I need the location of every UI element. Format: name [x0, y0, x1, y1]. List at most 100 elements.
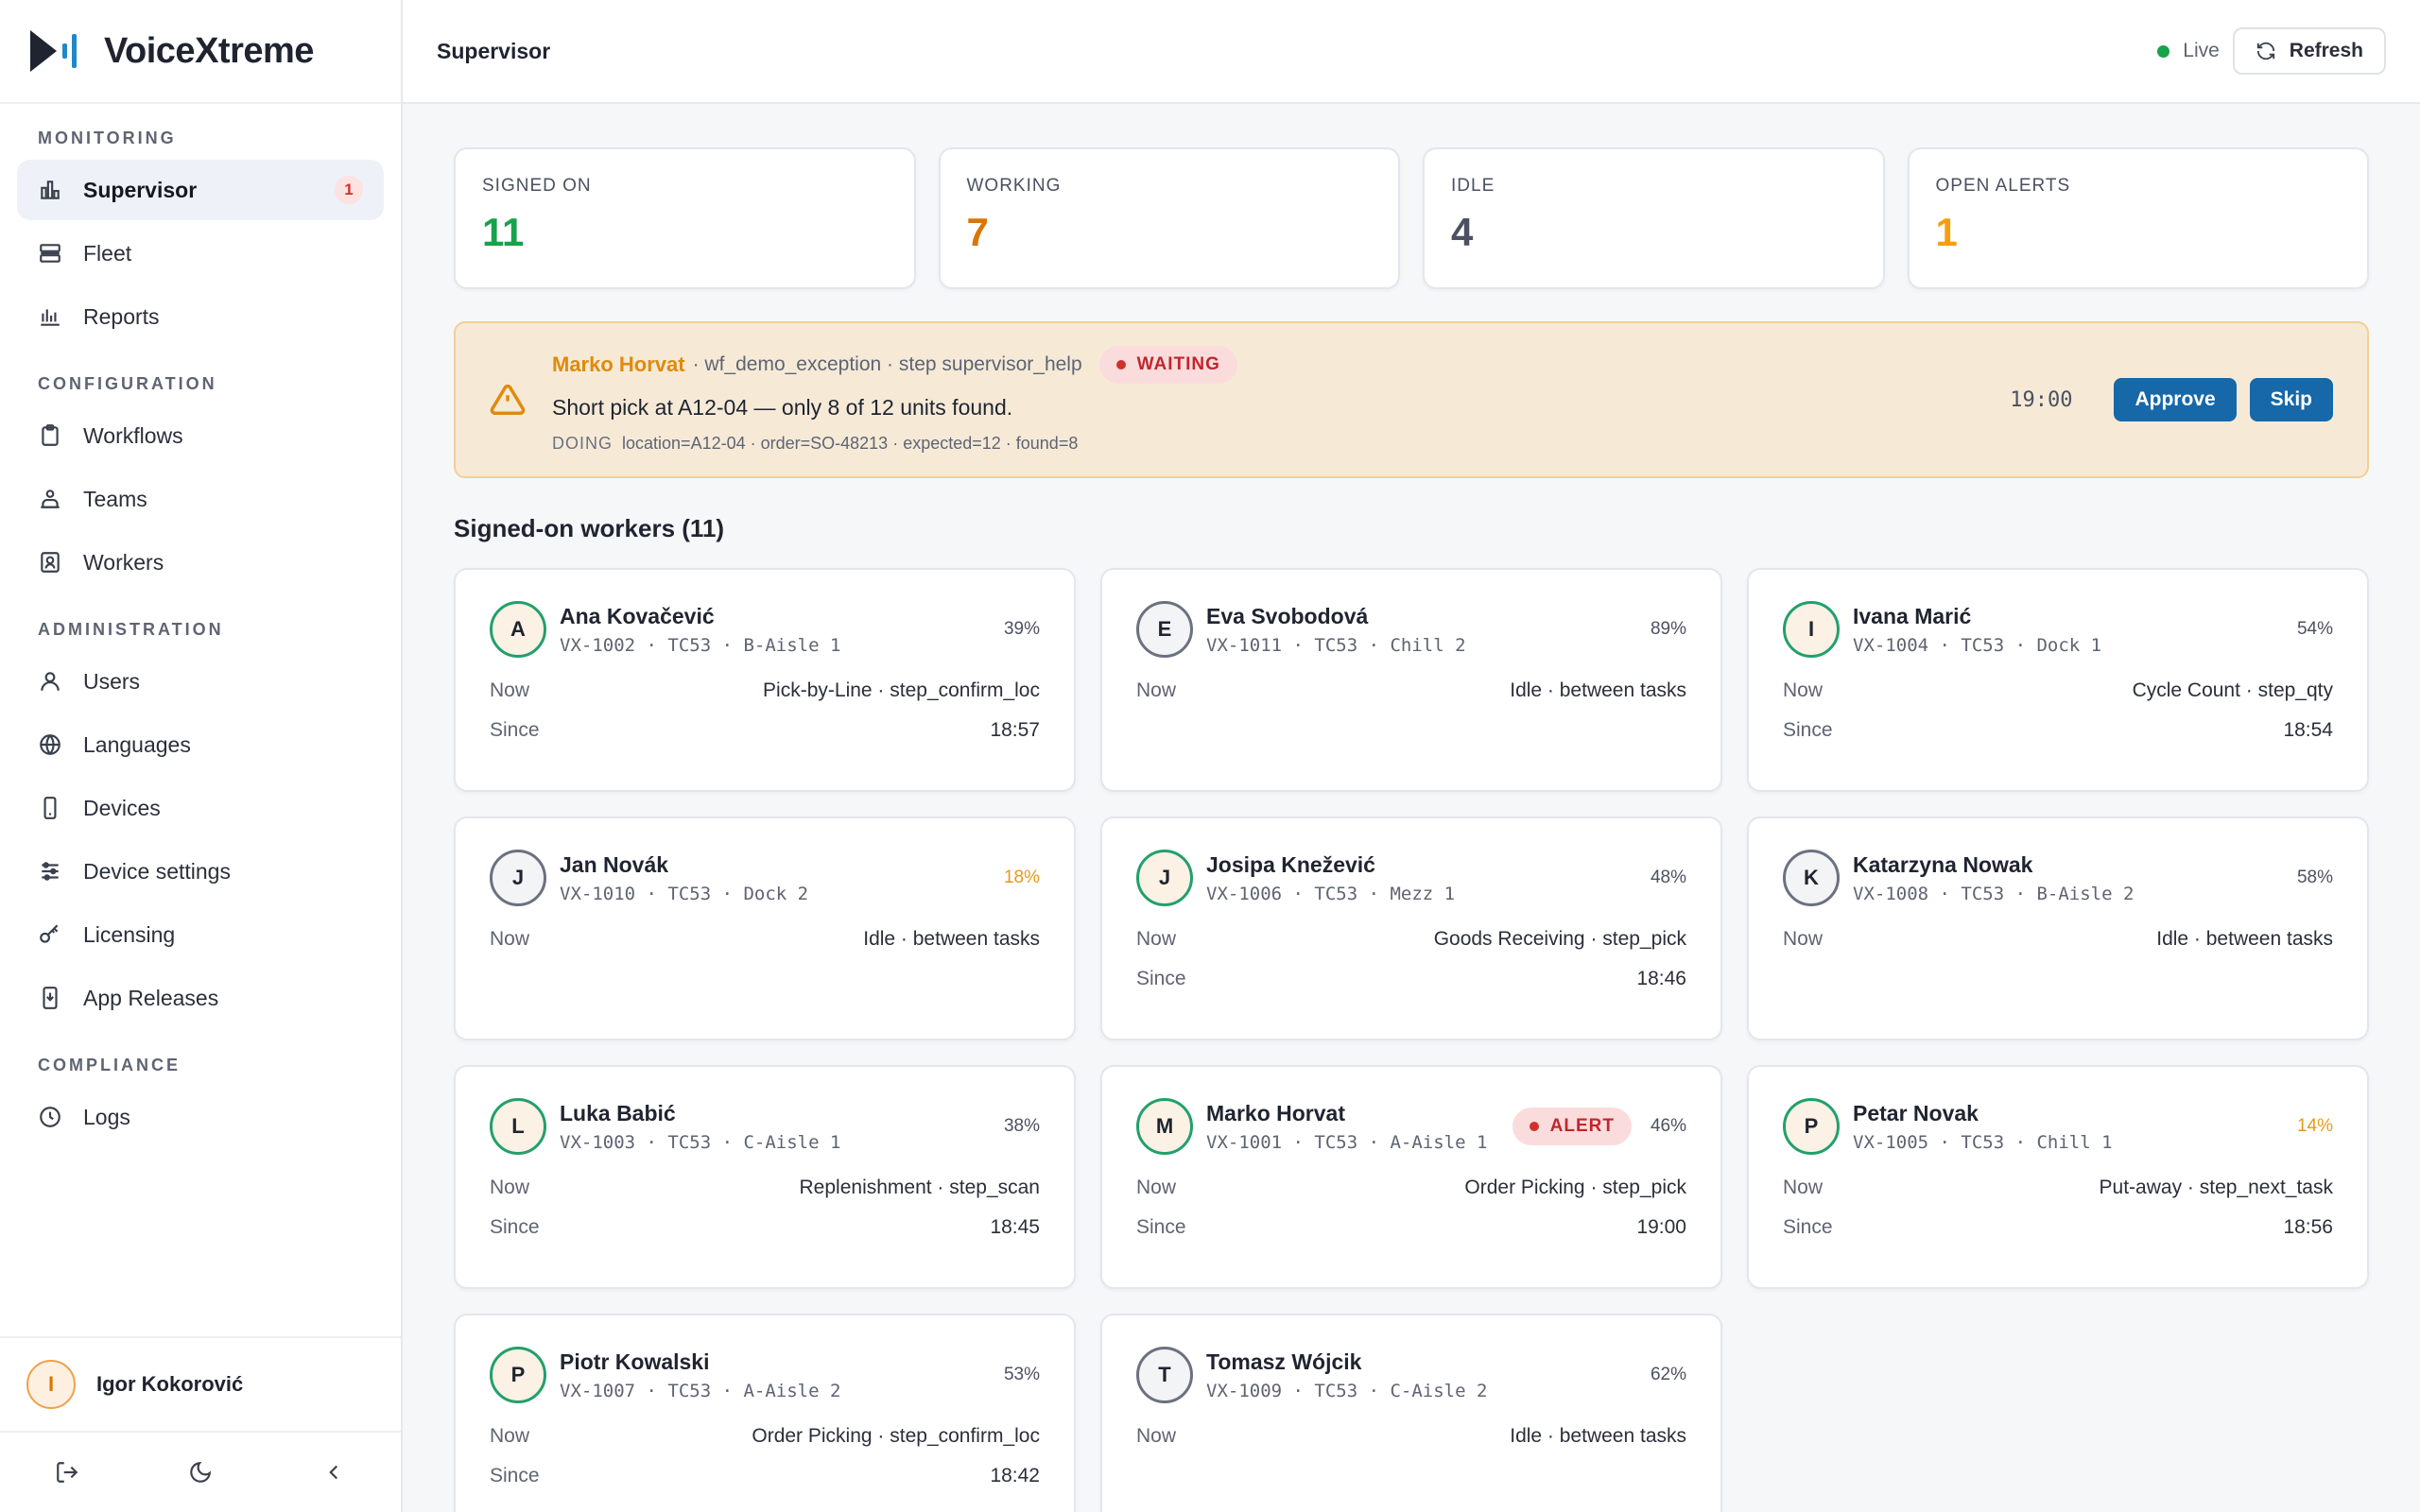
worker-device-meta: VX-1002 · TC53 · B-Aisle 1	[560, 634, 841, 656]
stat-card-signed-on: SIGNED ON 11	[454, 147, 916, 289]
sidebar-item-devices[interactable]: Devices	[17, 778, 384, 838]
refresh-button[interactable]: Refresh	[2232, 27, 2386, 75]
nav-section-compliance: COMPLIANCE Logs	[0, 1031, 401, 1147]
worker-card[interactable]: K Katarzyna Nowak VX-1008 · TC53 · B-Aisle…	[1747, 816, 2369, 1040]
sidebar-item-label: Fleet	[83, 240, 132, 266]
battery-level: 48%	[1650, 868, 1686, 887]
worker-card[interactable]: J Jan Novák VX-1010 · TC53 · Dock 2 18% Now I…	[454, 816, 1076, 1040]
sidebar-item-users[interactable]: Users	[17, 651, 384, 712]
stat-label: IDLE	[1451, 176, 1495, 196]
sidebar-item-workers[interactable]: Workers	[17, 532, 384, 593]
battery-level: 38%	[1003, 1116, 1040, 1136]
now-label: Now	[1136, 1177, 1177, 1198]
worker-name: Jan Novák	[560, 851, 669, 877]
live-label: Live	[2183, 40, 2220, 61]
voicextreme-logo-icon	[30, 30, 77, 72]
battery-level: 54%	[2296, 619, 2333, 639]
worker-card[interactable]: P Piotr Kowalski VX-1007 · TC53 · A-Aisle …	[454, 1314, 1076, 1512]
sidebar-item-reports[interactable]: Reports	[17, 286, 384, 347]
brand[interactable]: VoiceXtreme	[0, 0, 401, 104]
sidebar-item-label: Reports	[83, 303, 160, 329]
sidebar-item-licensing[interactable]: Licensing	[17, 904, 384, 965]
since-time: 18:46	[1636, 968, 1686, 989]
sidebar-item-teams[interactable]: Teams	[17, 469, 384, 529]
now-label: Now	[1136, 679, 1177, 701]
stat-value: 11	[482, 210, 525, 254]
collapse-sidebar-button[interactable]	[315, 1453, 353, 1491]
user-avatar: I	[26, 1360, 76, 1409]
user-icon	[38, 669, 62, 694]
current-task: Put-away · step_next_task	[2099, 1177, 2333, 1198]
theme-toggle-button[interactable]	[182, 1453, 219, 1491]
sidebar-item-app-releases[interactable]: App Releases	[17, 968, 384, 1028]
workers-grid: A Ana Kovačević VX-1002 · TC53 · B-Aisle 1…	[454, 568, 2369, 1512]
user-name: Igor Kokorović	[96, 1372, 244, 1396]
worker-avatar: J	[1136, 850, 1193, 906]
alert-kind: DOING	[552, 434, 614, 453]
alert-badge-label: ALERT	[1549, 1116, 1615, 1136]
nav-heading: CONFIGURATION	[38, 374, 217, 393]
sidebar-nav: MONITORING Supervisor 1 Fleet Reports CONFIGU…	[0, 104, 401, 1147]
live-dot-icon	[2157, 44, 2170, 58]
globe-icon	[38, 732, 62, 757]
logout-button[interactable]	[48, 1453, 86, 1491]
worker-name: Luka Babić	[560, 1100, 676, 1125]
notification-badge: 1	[335, 176, 363, 204]
stat-label: SIGNED ON	[482, 176, 592, 196]
worker-card[interactable]: M Marko Horvat VX-1001 · TC53 · A-Aisle 1 A…	[1100, 1065, 1722, 1289]
sidebar: VoiceXtreme MONITORING Supervisor 1 Fleet Re…	[0, 0, 403, 1512]
worker-avatar: M	[1136, 1098, 1193, 1155]
team-icon	[38, 487, 62, 511]
current-task: Order Picking · step_pick	[1464, 1177, 1686, 1198]
sidebar-item-label: Workers	[83, 549, 164, 575]
worker-card[interactable]: J Josipa Knežević VX-1006 · TC53 · Mezz 1 4…	[1100, 816, 1722, 1040]
main-content: SIGNED ON 11 WORKING 7 IDLE 4 OPEN ALERTS 1 Mar…	[454, 147, 2369, 1512]
worker-device-meta: VX-1003 · TC53 · C-Aisle 1	[560, 1131, 841, 1153]
sidebar-item-label: App Releases	[83, 985, 219, 1010]
sidebar-item-label: Supervisor	[83, 177, 198, 202]
worker-card[interactable]: L Luka Babić VX-1003 · TC53 · C-Aisle 1 38%…	[454, 1065, 1076, 1289]
worker-name: Ana Kovačević	[560, 603, 715, 628]
sidebar-item-label: Languages	[83, 731, 191, 757]
stat-value: 4	[1451, 210, 1474, 254]
since-time: 18:56	[2283, 1216, 2333, 1238]
sidebar-item-logs[interactable]: Logs	[17, 1087, 384, 1147]
status-label: WAITING	[1136, 354, 1220, 374]
status-badge: WAITING	[1098, 346, 1237, 384]
reports-icon	[38, 304, 62, 329]
sidebar-item-workflows[interactable]: Workflows	[17, 405, 384, 466]
worker-name: Josipa Knežević	[1206, 851, 1375, 877]
current-user[interactable]: I Igor Kokorović	[0, 1336, 401, 1431]
sidebar-item-fleet[interactable]: Fleet	[17, 223, 384, 284]
battery-level: 18%	[1003, 868, 1040, 887]
worker-card[interactable]: A Ana Kovačević VX-1002 · TC53 · B-Aisle 1…	[454, 568, 1076, 792]
page-title: Supervisor	[437, 38, 551, 63]
worker-card[interactable]: I Ivana Marić VX-1004 · TC53 · Dock 1 54% No…	[1747, 568, 2369, 792]
worker-device-meta: VX-1006 · TC53 · Mezz 1	[1206, 883, 1456, 904]
since-label: Since	[1783, 719, 1833, 741]
sidebar-item-languages[interactable]: Languages	[17, 714, 384, 775]
phone-icon	[38, 796, 62, 820]
current-task: Replenishment · step_scan	[799, 1177, 1040, 1198]
sidebar-item-label: Users	[83, 668, 141, 694]
moon-icon	[190, 1461, 212, 1483]
worker-device-meta: VX-1008 · TC53 · B-Aisle 2	[1853, 883, 2135, 904]
alert-worker-name[interactable]: Marko Horvat	[552, 352, 685, 376]
stats-row: SIGNED ON 11 WORKING 7 IDLE 4 OPEN ALERTS 1	[454, 147, 2369, 289]
worker-card[interactable]: P Petar Novak VX-1005 · TC53 · Chill 1 14% N…	[1747, 1065, 2369, 1289]
alert-banner: Marko Horvat · wf_demo_exception · step …	[454, 321, 2369, 478]
worker-card[interactable]: E Eva Svobodová VX-1011 · TC53 · Chill 2 89…	[1100, 568, 1722, 792]
current-task: Idle · between tasks	[2156, 928, 2333, 950]
current-task: Idle · between tasks	[863, 928, 1040, 950]
worker-card[interactable]: T Tomasz Wójcik VX-1009 · TC53 · C-Aisle 2…	[1100, 1314, 1722, 1512]
skip-button[interactable]: Skip	[2249, 378, 2333, 421]
worker-avatar: I	[1783, 601, 1840, 658]
stat-card-open-alerts: OPEN ALERTS 1	[1907, 147, 2369, 289]
worker-avatar: L	[490, 1098, 546, 1155]
sidebar-item-supervisor[interactable]: Supervisor 1	[17, 160, 384, 220]
now-label: Now	[490, 1425, 530, 1447]
sidebar-item-device-settings[interactable]: Device settings	[17, 841, 384, 902]
approve-button[interactable]: Approve	[2114, 378, 2237, 421]
now-label: Now	[490, 928, 530, 950]
nav-section-monitoring: MONITORING Supervisor 1 Fleet Reports	[0, 104, 401, 347]
